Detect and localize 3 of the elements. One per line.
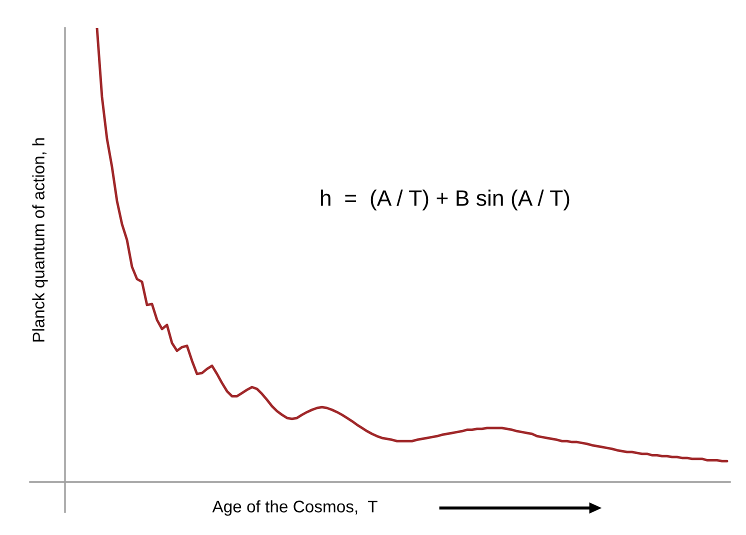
y-axis-title: Planck quantum of action, h bbox=[32, 138, 48, 342]
annotation: h = (A / T) + B sin (A / T) bbox=[320, 190, 570, 210]
x-axis-title: Age of the Cosmos, T bbox=[212, 500, 378, 516]
